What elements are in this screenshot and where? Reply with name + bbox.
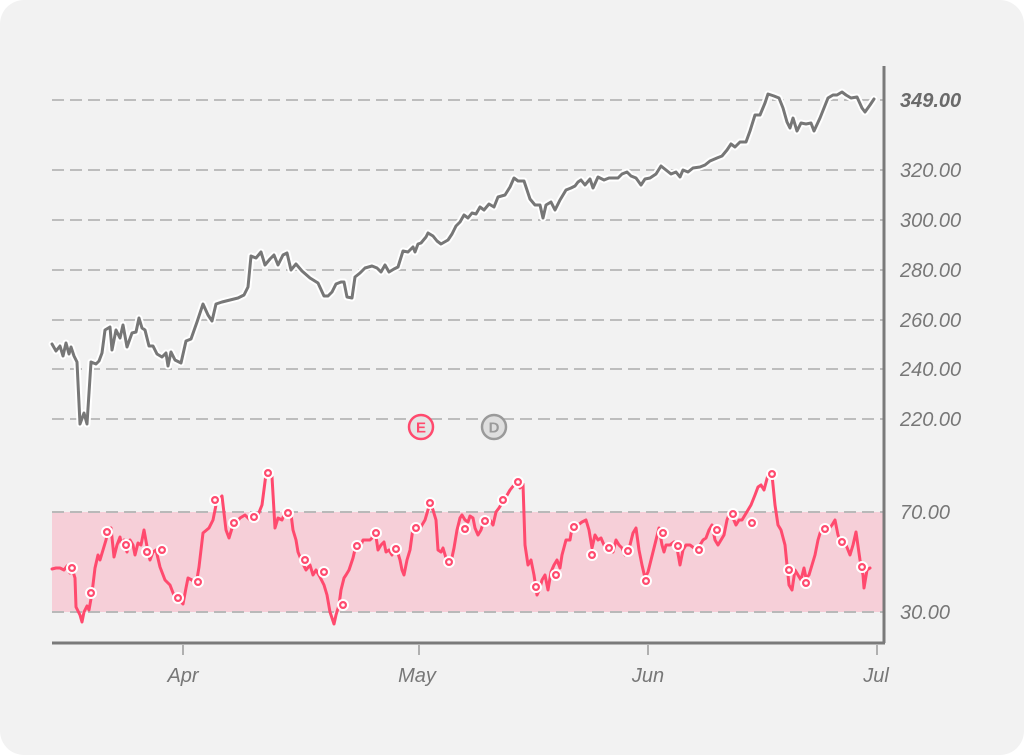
- indicator-series: [50, 467, 872, 626]
- indicator-tick-70: 70.00: [900, 502, 950, 524]
- x-tick-jul: Jul: [862, 665, 889, 687]
- event-marker-dividend[interactable]: D: [480, 413, 508, 441]
- event-label-e: E: [416, 420, 426, 437]
- price-axis-labels: 349.00 320.00 300.00 280.00 260.00 240.0…: [899, 90, 961, 431]
- last-price-label: 349.00: [900, 90, 961, 112]
- indicator-tick-30: 30.00: [900, 602, 950, 624]
- x-ticks: [182, 645, 878, 655]
- price-tick-280: 280.00: [899, 260, 961, 282]
- axes: [52, 66, 886, 645]
- price-tick-260: 260.00: [899, 310, 961, 332]
- price-tick-220: 220.00: [899, 409, 961, 431]
- x-tick-may: May: [398, 665, 437, 687]
- price-series: [48, 88, 878, 428]
- x-tick-jun: Jun: [631, 665, 664, 687]
- x-tick-apr: Apr: [166, 665, 199, 687]
- indicator-axis-labels: 70.00 30.00: [900, 502, 950, 624]
- price-tick-240: 240.00: [899, 359, 961, 381]
- event-marker-earnings[interactable]: E: [407, 413, 435, 441]
- price-gridlines: [52, 99, 884, 420]
- price-tick-300: 300.00: [900, 210, 961, 232]
- price-tick-320: 320.00: [900, 160, 961, 182]
- x-axis-labels: Apr May Jun Jul: [166, 665, 889, 687]
- signal-marker-centers: [70, 471, 864, 607]
- event-label-d: D: [489, 420, 500, 437]
